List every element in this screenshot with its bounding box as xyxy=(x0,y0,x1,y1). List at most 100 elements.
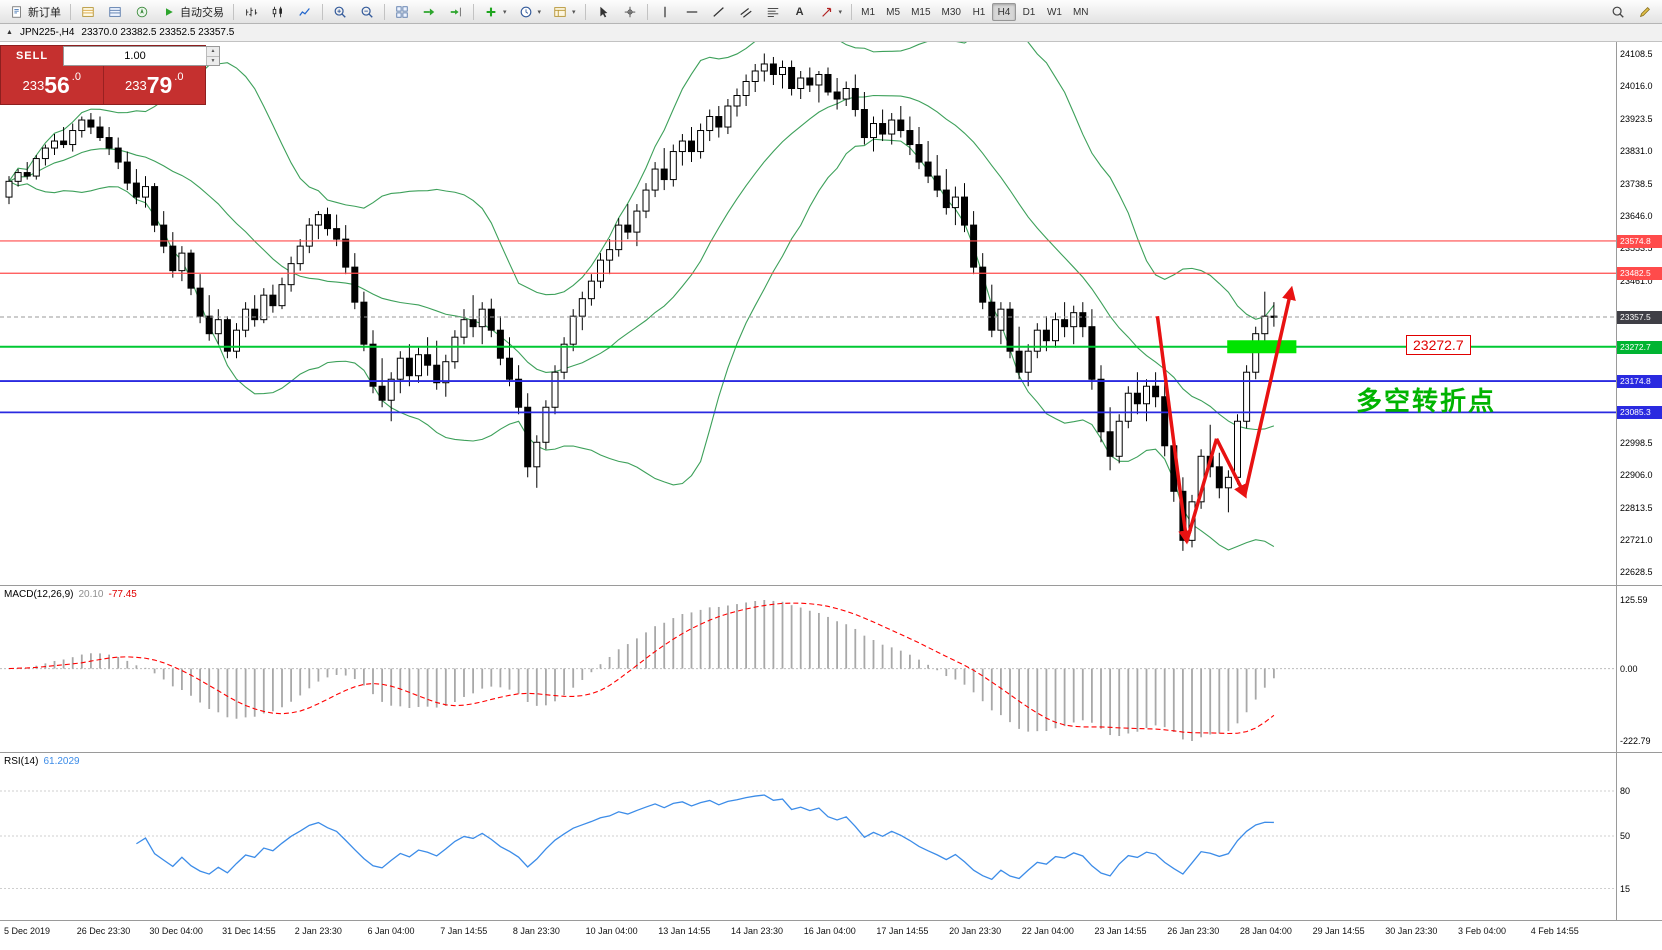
zoom-out-icon xyxy=(359,4,375,20)
sell-button[interactable]: SELL xyxy=(1,46,63,66)
arrows-tool-button[interactable]: ▾ xyxy=(814,2,848,22)
templates-button[interactable]: ▾ xyxy=(547,2,581,22)
price-tick: 24016.0 xyxy=(1620,81,1653,92)
volume-decrease-button[interactable]: ▼ xyxy=(207,56,219,65)
zoom-in-icon xyxy=(332,4,348,20)
timeframe-h4[interactable]: H4 xyxy=(991,2,1016,21)
toolbar-separator xyxy=(851,3,853,20)
templates-dropdown-caret: ▾ xyxy=(572,8,576,16)
trend-arrow-4[interactable] xyxy=(1243,285,1296,496)
time-label: 20 Jan 23:30 xyxy=(949,926,1002,936)
market-watch-icon xyxy=(80,4,96,20)
trend-arrow-2[interactable] xyxy=(1184,438,1219,543)
volume-increase-button[interactable]: ▲ xyxy=(207,47,219,57)
macd-signal-line xyxy=(8,602,1275,735)
macd-axis[interactable]: 125.59 0.00 -222.79 xyxy=(1616,586,1662,752)
buy-button[interactable]: BUY xyxy=(220,46,282,66)
cursor-tool-button[interactable] xyxy=(590,2,616,22)
timeframe-m15[interactable]: M15 xyxy=(911,6,931,18)
main-chart[interactable] xyxy=(0,42,1616,585)
timeframe-m5[interactable]: M5 xyxy=(886,6,901,18)
timeframe-m1[interactable]: M1 xyxy=(861,6,876,18)
volume-input[interactable] xyxy=(64,47,206,65)
macd-signal-value: -77.45 xyxy=(108,589,137,600)
rsi-chart[interactable] xyxy=(0,753,1616,920)
price-tick: 23553.5 xyxy=(1620,243,1653,254)
data-window-button[interactable] xyxy=(102,2,128,22)
trend-arrow-1[interactable] xyxy=(1155,315,1193,545)
chart-shift-button[interactable] xyxy=(443,2,469,22)
buy-price[interactable]: 233 79.0 xyxy=(104,66,206,104)
time-label: 3 Feb 04:00 xyxy=(1458,926,1507,936)
periods-dropdown-caret: ▾ xyxy=(537,8,542,16)
time-label: 30 Dec 04:00 xyxy=(149,926,203,936)
price-tick: 22628.5 xyxy=(1620,567,1653,578)
templates-icon xyxy=(552,4,568,20)
time-label: 14 Jan 23:30 xyxy=(731,926,784,936)
candlestick-chart-button[interactable] xyxy=(265,2,291,22)
rsi-axis-label: 80 xyxy=(1620,786,1631,796)
chart-expand-icon[interactable]: ▲ xyxy=(6,29,13,36)
cursor-icon xyxy=(595,4,611,20)
fibonacci-tool-button[interactable] xyxy=(760,2,786,22)
macd-panel: MACD(12,26,9) 20.10 -77.45 125.59 0.00 -222.… xyxy=(0,585,1662,752)
trend-arrow-3[interactable] xyxy=(1215,437,1247,499)
macd-axis-label: 125.59 xyxy=(1620,595,1648,605)
rsi-axis-label: 50 xyxy=(1620,831,1631,841)
timeframe-mn[interactable]: MN xyxy=(1072,6,1089,18)
pencil-icon xyxy=(1637,4,1653,20)
pivot-highlight[interactable] xyxy=(1227,340,1297,354)
trendline-tool-button[interactable] xyxy=(706,2,732,22)
channel-tool-button[interactable] xyxy=(733,2,759,22)
price-tick: 22998.5 xyxy=(1620,437,1653,448)
tile-windows-icon xyxy=(394,4,410,20)
time-label: 8 Jan 23:30 xyxy=(512,926,560,936)
turning-point-annotation[interactable]: 多空转折点 xyxy=(1356,385,1497,416)
vertical-line-tool-button[interactable] xyxy=(652,2,678,22)
zoom-out-button[interactable] xyxy=(354,2,380,22)
time-label: 4 Feb 14:55 xyxy=(1530,926,1579,936)
timeframe-toolbar: M1 M5 M15 M30 H1 H4 D1 W1 MN xyxy=(856,2,1093,21)
sell-price[interactable]: 233 56.0 xyxy=(1,66,104,104)
periods-button[interactable]: ▾ xyxy=(513,2,547,22)
rsi-line xyxy=(136,794,1274,881)
timeframe-w1[interactable]: W1 xyxy=(1046,6,1062,18)
price-tick: 22721.0 xyxy=(1620,534,1653,545)
timeframe-m30[interactable]: M30 xyxy=(941,6,961,18)
toolbar-separator xyxy=(473,3,474,20)
buy-price-frac: .0 xyxy=(174,71,184,83)
line-chart-button[interactable] xyxy=(292,2,318,22)
bar-chart-button[interactable] xyxy=(238,2,264,22)
rsi-panel: RSI(14) 61.2029 80 50 15 xyxy=(0,752,1662,920)
buy-label: BUY xyxy=(237,50,265,62)
auto-scroll-button[interactable] xyxy=(416,2,442,22)
rsi-axis[interactable]: 80 50 15 xyxy=(1616,753,1662,920)
navigator-button[interactable] xyxy=(129,2,155,22)
horizontal-line-tool-button[interactable] xyxy=(679,2,705,22)
edit-button[interactable] xyxy=(1632,2,1658,22)
toolbar-separator xyxy=(70,3,71,20)
indicators-button[interactable]: ▾ xyxy=(478,2,512,22)
indicators-dropdown-caret: ▾ xyxy=(503,8,507,16)
macd-chart[interactable] xyxy=(0,586,1616,752)
zoom-in-button[interactable] xyxy=(327,2,353,22)
price-axis[interactable]: 24108.5 24016.0 23923.5 23831.0 23738.5 23646… xyxy=(1616,42,1662,585)
data-window-icon xyxy=(107,4,123,20)
market-watch-button[interactable] xyxy=(75,2,101,22)
chart-symbol-period: JPN225-,H4 xyxy=(19,27,75,38)
tile-windows-button[interactable] xyxy=(389,2,415,22)
time-axis[interactable]: 5 Dec 2019 26 Dec 23:30 30 Dec 04:00 31 Dec… xyxy=(0,920,1662,950)
crosshair-icon xyxy=(622,4,638,20)
auto-trading-button[interactable]: 自动交易 xyxy=(156,2,229,22)
search-button[interactable] xyxy=(1605,2,1631,22)
text-tool-button[interactable]: A xyxy=(787,2,813,22)
crosshair-tool-button[interactable] xyxy=(617,2,643,22)
pivot-price-label[interactable]: 23272.7 xyxy=(1406,334,1471,355)
fibonacci-icon xyxy=(765,4,781,20)
timeframe-h1[interactable]: H1 xyxy=(972,6,986,18)
new-order-button[interactable]: 新订单 xyxy=(4,2,66,22)
bollinger-lower-band xyxy=(8,138,1275,551)
toolbar-separator xyxy=(584,3,586,20)
timeframe-d1[interactable]: D1 xyxy=(1022,6,1036,18)
